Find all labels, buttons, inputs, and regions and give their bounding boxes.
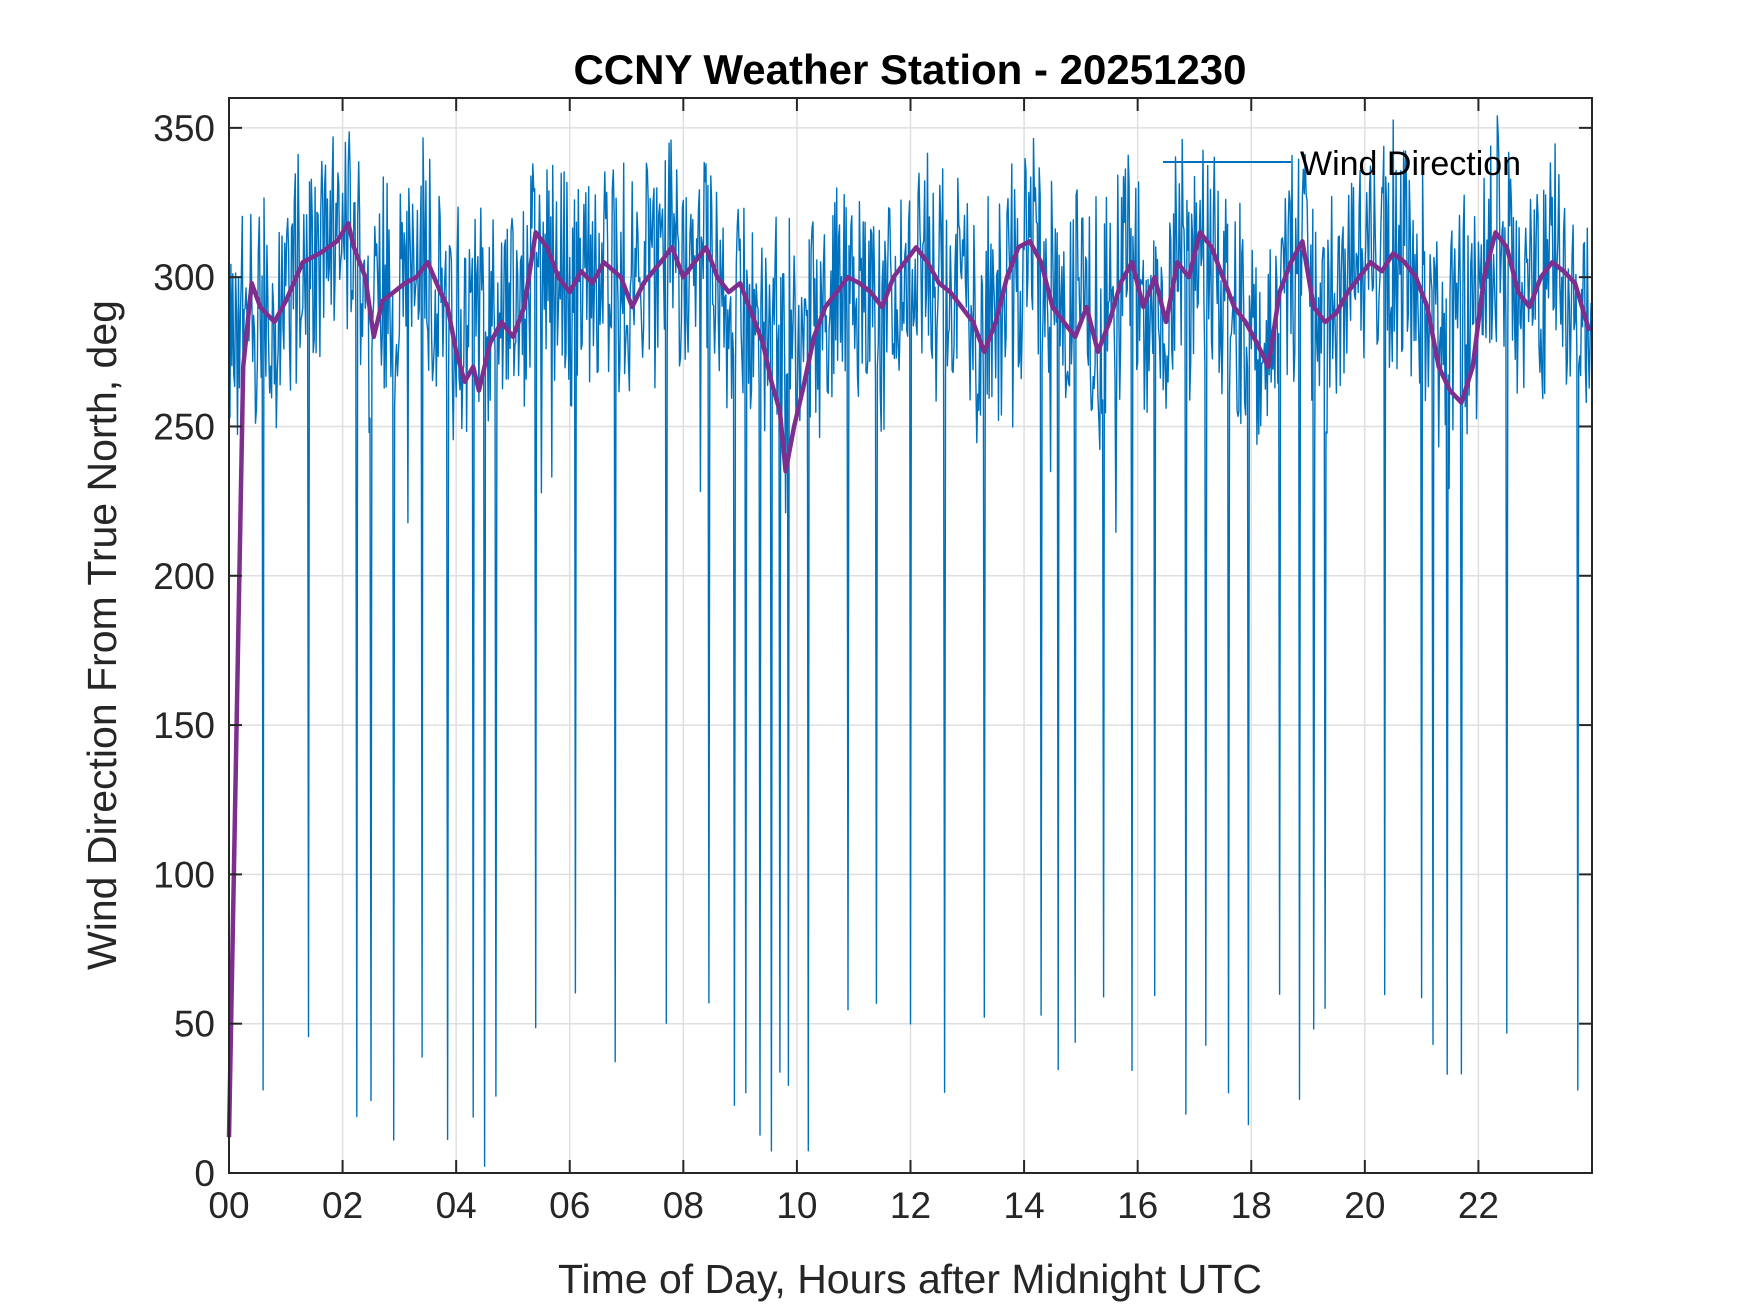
x-tick-label: 20 (1344, 1185, 1385, 1226)
legend: Wind Direction (1163, 145, 1521, 183)
y-tick-label: 250 (153, 406, 215, 447)
x-tick-label: 00 (208, 1185, 249, 1226)
x-tick-label: 04 (436, 1185, 477, 1226)
x-axis-label: Time of Day, Hours after Midnight UTC (558, 1256, 1262, 1302)
x-tick-label: 10 (776, 1185, 817, 1226)
x-tick-label: 14 (1004, 1185, 1045, 1226)
x-tick-label: 06 (549, 1185, 590, 1226)
y-tick-label: 300 (153, 257, 215, 298)
wind-direction-series-line (228, 115, 1592, 1167)
axis-ticks (228, 98, 1592, 1174)
x-tick-label: 12 (890, 1185, 931, 1226)
running-average-series-group (226, 221, 1592, 1138)
y-tick-label: 350 (153, 108, 215, 149)
x-tick-label: 02 (322, 1185, 363, 1226)
y-tick-label: 0 (194, 1153, 215, 1194)
y-tick-label: 50 (174, 1004, 215, 1045)
x-tick-label: 16 (1117, 1185, 1158, 1226)
y-tick-label: 150 (153, 705, 215, 746)
y-tick-labels: 0 50 100 150 200 250 300 350 (153, 108, 215, 1194)
y-tick-label: 200 (153, 556, 215, 597)
y-axis-label: Wind Direction From True North, deg (79, 300, 125, 970)
y-tick-label: 100 (153, 854, 215, 895)
wind-direction-series-group (228, 115, 1592, 1167)
running-average-series-line (226, 221, 1592, 1138)
x-tick-labels: 00 02 04 06 08 10 12 14 16 18 20 22 (208, 1185, 1499, 1226)
x-tick-label: 08 (663, 1185, 704, 1226)
legend-label-wind-direction: Wind Direction (1300, 145, 1521, 183)
x-tick-label: 22 (1458, 1185, 1499, 1226)
chart-title: CCNY Weather Station - 20251230 (573, 46, 1246, 93)
x-tick-label: 18 (1231, 1185, 1272, 1226)
